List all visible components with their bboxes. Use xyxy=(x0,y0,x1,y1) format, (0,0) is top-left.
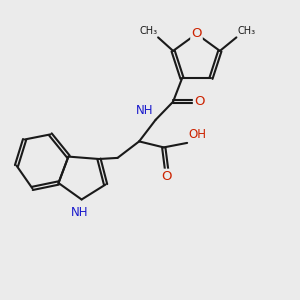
Text: NH: NH xyxy=(136,104,153,117)
Text: CH₃: CH₃ xyxy=(139,26,157,36)
Text: OH: OH xyxy=(189,128,207,141)
Text: O: O xyxy=(191,27,202,40)
Text: O: O xyxy=(161,170,172,183)
Text: NH: NH xyxy=(71,206,89,219)
Text: O: O xyxy=(194,95,204,108)
Text: CH₃: CH₃ xyxy=(237,26,255,36)
